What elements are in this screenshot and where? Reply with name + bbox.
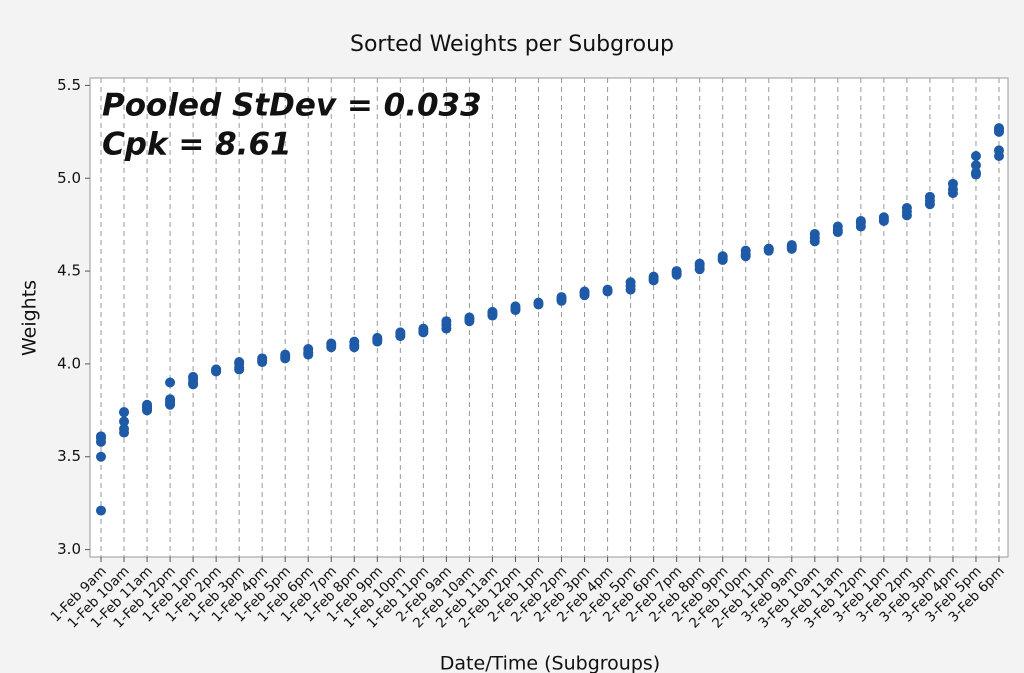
data-point: [694, 258, 705, 269]
data-point: [625, 277, 636, 288]
y-tick-label: 3.0: [57, 540, 81, 558]
data-point: [786, 240, 797, 251]
data-point: [464, 312, 475, 323]
data-point: [602, 284, 613, 295]
data-point: [418, 323, 429, 334]
data-point: [119, 407, 130, 418]
data-point: [740, 245, 751, 256]
data-point: [901, 202, 912, 213]
data-point: [832, 221, 843, 232]
x-axis-label: Date/Time (Subgroups): [440, 653, 660, 673]
data-point: [441, 316, 452, 327]
data-point: [349, 336, 360, 347]
data-point: [994, 123, 1004, 134]
data-point: [165, 394, 176, 405]
data-point: [970, 150, 981, 161]
data-point: [142, 399, 153, 410]
data-point: [855, 215, 866, 226]
data-point: [119, 423, 130, 434]
data-point: [487, 306, 498, 317]
data-point: [579, 286, 590, 297]
data-point: [510, 301, 521, 312]
data-point: [119, 416, 130, 427]
data-point: [165, 377, 176, 388]
data-point: [671, 266, 682, 277]
y-axis-label: Weights: [19, 280, 41, 356]
data-point: [763, 243, 774, 254]
data-point: [96, 505, 106, 516]
plot-area: [89, 77, 1009, 558]
data-point: [96, 451, 106, 462]
data-point: [211, 364, 222, 375]
y-tick-label: 5.5: [57, 76, 81, 94]
data-point: [556, 292, 567, 303]
y-tick-label: 3.5: [57, 447, 81, 465]
y-tick-label: 4.5: [57, 262, 81, 280]
data-point: [717, 251, 728, 262]
data-point: [96, 431, 106, 442]
annotation: Cpk = 8.61: [102, 127, 292, 163]
chart-title: Sorted Weights per Subgroup: [350, 32, 674, 57]
data-point: [994, 145, 1004, 156]
data-point: [947, 178, 958, 189]
data-point: [970, 160, 981, 171]
annotation: Pooled StDev = 0.033: [102, 88, 482, 124]
data-point: [648, 271, 659, 282]
data-point: [372, 332, 383, 343]
data-point: [326, 338, 337, 349]
data-point: [533, 297, 544, 308]
data-point: [924, 191, 935, 202]
data-point: [234, 357, 245, 368]
marks: [96, 123, 1004, 516]
y-tick-label: 5.0: [57, 169, 81, 187]
data-point: [878, 212, 889, 223]
data-point: [303, 344, 314, 355]
data-point: [257, 353, 268, 364]
data-point: [188, 371, 199, 382]
data-point: [280, 349, 291, 360]
grid: [100, 78, 1000, 557]
y-tick-label: 4.0: [57, 354, 81, 372]
data-point: [970, 167, 981, 178]
data-point: [809, 228, 820, 239]
data-point: [395, 327, 406, 338]
